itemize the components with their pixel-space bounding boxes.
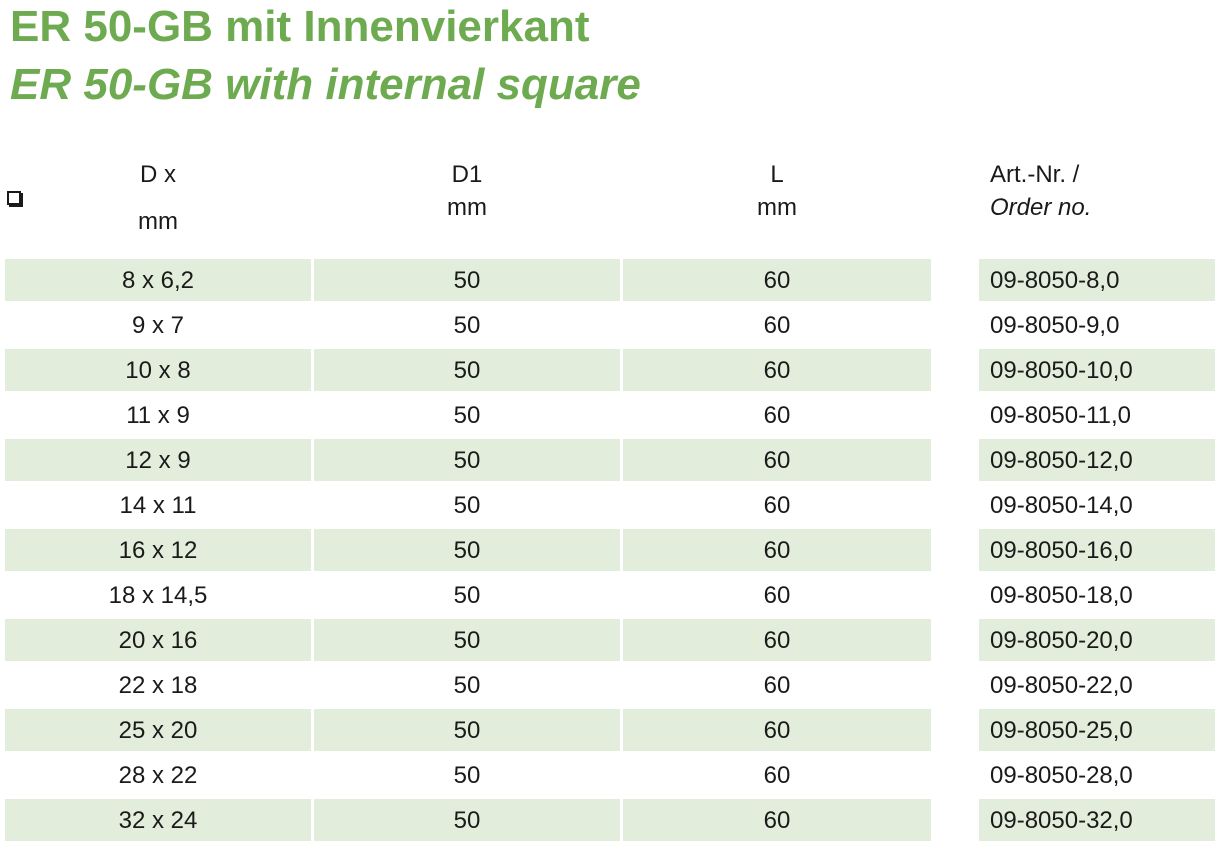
- cell-article-number: 09-8050-20,0: [979, 619, 1215, 661]
- column-header-d-unit: mm: [138, 208, 178, 235]
- cell-d1: 50: [314, 349, 620, 391]
- table-row: 25 x 20 50 60 09-8050-25,0: [0, 709, 1219, 754]
- cell-length: 60: [623, 529, 931, 571]
- column-header-l-unit: mm: [757, 194, 797, 221]
- cell-length: 60: [623, 439, 931, 481]
- product-table-body: 8 x 6,2 50 60 09-8050-8,0 9 x 7 50 60 09…: [0, 259, 1219, 844]
- cell-d1: 50: [314, 799, 620, 841]
- cell-dimension: 22 x 18: [118, 672, 198, 699]
- cell-article-number: 09-8050-10,0: [979, 349, 1215, 391]
- cell-length: 60: [763, 492, 791, 519]
- cell-d1: 50: [453, 582, 481, 609]
- cell-length: 60: [763, 582, 791, 609]
- cell-dimension: 11 x 9: [126, 402, 190, 429]
- cell-dimension: 8 x 6,2: [5, 259, 311, 301]
- cell-length: 60: [623, 619, 931, 661]
- cell-dimension: 12 x 9: [5, 439, 311, 481]
- cell-length: 60: [763, 402, 791, 429]
- table-row: 18 x 14,5 50 60 09-8050-18,0: [0, 574, 1219, 619]
- column-header-d-label: D x: [5, 158, 311, 205]
- column-header-article-number-german: Art.-Nr. /: [990, 161, 1080, 188]
- table-row: 16 x 12 50 60 09-8050-16,0: [0, 529, 1219, 574]
- column-header-article-number-english: Order no.: [990, 194, 1092, 221]
- cell-dimension: 20 x 16: [5, 619, 311, 661]
- cell-length: 60: [623, 799, 931, 841]
- cell-d1: 50: [314, 259, 620, 301]
- cell-article-number: 09-8050-32,0: [979, 799, 1215, 841]
- cell-article-number: 09-8050-12,0: [979, 439, 1215, 481]
- table-row: 9 x 7 50 60 09-8050-9,0: [0, 304, 1219, 349]
- cell-d1: 50: [453, 762, 481, 789]
- column-header-article-number: Art.-Nr. / Order no.: [990, 158, 1215, 224]
- cell-d1: 50: [314, 709, 620, 751]
- cell-article-number: 09-8050-8,0: [979, 259, 1215, 301]
- cell-d1: 50: [453, 402, 481, 429]
- cell-dimension: 16 x 12: [5, 529, 311, 571]
- cell-article-number: 09-8050-28,0: [990, 762, 1133, 789]
- cell-article-number: 09-8050-25,0: [979, 709, 1215, 751]
- cell-length: 60: [623, 709, 931, 751]
- cell-length: 60: [763, 762, 791, 789]
- cell-d1: 50: [314, 619, 620, 661]
- cell-d1: 50: [314, 529, 620, 571]
- table-row: 28 x 22 50 60 09-8050-28,0: [0, 754, 1219, 799]
- cell-dimension: 32 x 24: [5, 799, 311, 841]
- column-header-l: L mm: [623, 158, 931, 224]
- cell-length: 60: [623, 259, 931, 301]
- cell-dimension: 9 x 7: [131, 312, 185, 339]
- table-row: 22 x 18 50 60 09-8050-22,0: [0, 664, 1219, 709]
- table-row: 11 x 9 50 60 09-8050-11,0: [0, 394, 1219, 439]
- column-header-l-label: L: [770, 161, 784, 188]
- table-row: 12 x 9 50 60 09-8050-12,0: [0, 439, 1219, 484]
- cell-article-number: 09-8050-18,0: [990, 582, 1133, 609]
- cell-dimension: 18 x 14,5: [108, 582, 208, 609]
- cell-dimension: 28 x 22: [118, 762, 198, 789]
- table-row: 8 x 6,2 50 60 09-8050-8,0: [0, 259, 1219, 304]
- cell-d1: 50: [453, 672, 481, 699]
- table-row: 14 x 11 50 60 09-8050-14,0: [0, 484, 1219, 529]
- table-row: 10 x 8 50 60 09-8050-10,0: [0, 349, 1219, 394]
- column-header-d1-label: D1: [451, 161, 483, 188]
- page-title-english: ER 50-GB with internal square: [10, 60, 641, 109]
- square-symbol-icon: [7, 191, 21, 205]
- table-row: 32 x 24 50 60 09-8050-32,0: [0, 799, 1219, 844]
- table-row: 20 x 16 50 60 09-8050-20,0: [0, 619, 1219, 664]
- cell-article-number: 09-8050-16,0: [979, 529, 1215, 571]
- cell-d1: 50: [453, 312, 481, 339]
- cell-d1: 50: [453, 492, 481, 519]
- cell-article-number: 09-8050-9,0: [990, 312, 1120, 339]
- column-header-d1-unit: mm: [447, 194, 487, 221]
- cell-dimension: 14 x 11: [119, 492, 197, 519]
- column-header-d: D x mm: [5, 158, 311, 238]
- cell-d1: 50: [314, 439, 620, 481]
- cell-length: 60: [763, 672, 791, 699]
- cell-article-number: 09-8050-22,0: [990, 672, 1133, 699]
- cell-dimension: 10 x 8: [5, 349, 311, 391]
- cell-article-number: 09-8050-11,0: [990, 402, 1131, 429]
- cell-length: 60: [623, 349, 931, 391]
- column-header-d1: D1 mm: [314, 158, 620, 224]
- cell-dimension: 25 x 20: [5, 709, 311, 751]
- cell-article-number: 09-8050-14,0: [990, 492, 1133, 519]
- cell-length: 60: [763, 312, 791, 339]
- page-title-german: ER 50-GB mit Innenvierkant: [10, 2, 590, 51]
